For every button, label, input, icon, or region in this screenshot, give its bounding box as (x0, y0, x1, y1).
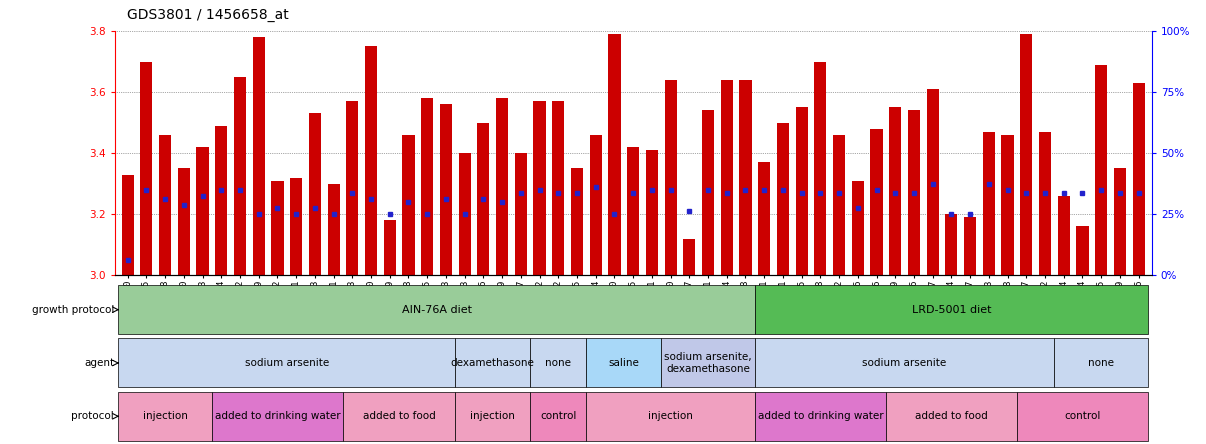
Bar (328, 184, 340, 275)
Bar (118, 338, 456, 388)
Bar (1017, 392, 1148, 441)
Bar (1054, 338, 1148, 388)
Text: injection: injection (470, 411, 515, 421)
Bar (983, 132, 995, 275)
Text: dexamethasone: dexamethasone (451, 358, 534, 368)
Bar (755, 338, 1054, 388)
Bar (291, 178, 303, 275)
Bar (122, 174, 134, 275)
Bar (926, 89, 938, 275)
Bar (586, 392, 755, 441)
Bar (1077, 226, 1089, 275)
Bar (421, 98, 433, 275)
Text: LRD-5001 diet: LRD-5001 diet (912, 305, 991, 315)
Bar (515, 153, 527, 275)
Bar (627, 147, 639, 275)
Bar (645, 150, 658, 275)
Bar (661, 338, 755, 388)
Text: growth protocol: growth protocol (31, 305, 115, 315)
Bar (1020, 34, 1032, 275)
Bar (586, 338, 661, 388)
Text: sodium arsenite: sodium arsenite (862, 358, 947, 368)
Bar (252, 37, 265, 275)
Bar (590, 135, 602, 275)
Text: control: control (540, 411, 576, 421)
Bar (458, 153, 470, 275)
Bar (531, 338, 586, 388)
Bar (212, 392, 343, 441)
Bar (665, 80, 677, 275)
Bar (118, 392, 212, 441)
Text: AIN-76A diet: AIN-76A diet (402, 305, 472, 315)
Text: sodium arsenite,
dexamethasone: sodium arsenite, dexamethasone (665, 352, 751, 374)
Bar (271, 181, 283, 275)
Bar (739, 80, 751, 275)
Bar (343, 392, 456, 441)
Bar (570, 168, 582, 275)
Bar (197, 147, 209, 275)
Bar (140, 62, 152, 275)
Text: added to drinking water: added to drinking water (757, 411, 883, 421)
Bar (1095, 65, 1107, 275)
Bar (365, 46, 377, 275)
Bar (833, 135, 845, 275)
Text: none: none (1088, 358, 1114, 368)
Bar (777, 123, 789, 275)
Bar (440, 104, 452, 275)
Bar (531, 392, 586, 441)
Text: none: none (545, 358, 572, 368)
Bar (533, 101, 545, 275)
Text: sodium arsenite: sodium arsenite (245, 358, 329, 368)
Text: injection: injection (142, 411, 188, 421)
Bar (496, 98, 508, 275)
Bar (796, 107, 808, 275)
Bar (159, 135, 171, 275)
Text: control: control (1064, 411, 1101, 421)
Bar (851, 181, 863, 275)
Text: added to food: added to food (915, 411, 988, 421)
Bar (456, 338, 531, 388)
Bar (871, 129, 883, 275)
Bar (215, 126, 228, 275)
Bar (1001, 135, 1014, 275)
Bar (552, 101, 564, 275)
Bar (309, 114, 321, 275)
Bar (759, 163, 771, 275)
Bar (384, 220, 396, 275)
Bar (177, 168, 189, 275)
Bar (608, 34, 621, 275)
Bar (814, 62, 826, 275)
Bar (478, 123, 490, 275)
Bar (1114, 168, 1126, 275)
Bar (1058, 196, 1070, 275)
Bar (684, 238, 696, 275)
Bar (755, 392, 886, 441)
Bar (702, 111, 714, 275)
Bar (889, 107, 901, 275)
Text: added to food: added to food (363, 411, 435, 421)
Bar (234, 77, 246, 275)
Bar (1132, 83, 1144, 275)
Bar (886, 392, 1017, 441)
Bar (964, 217, 976, 275)
Bar (118, 285, 755, 334)
Text: added to drinking water: added to drinking water (215, 411, 340, 421)
Bar (755, 285, 1148, 334)
Bar (403, 135, 415, 275)
Bar (456, 392, 531, 441)
Text: agent: agent (84, 358, 115, 368)
Bar (946, 214, 958, 275)
Bar (908, 111, 920, 275)
Bar (721, 80, 733, 275)
Text: GDS3801 / 1456658_at: GDS3801 / 1456658_at (127, 8, 288, 22)
Text: saline: saline (608, 358, 639, 368)
Text: protocol: protocol (71, 411, 115, 421)
Bar (346, 101, 358, 275)
Text: injection: injection (648, 411, 693, 421)
Bar (1038, 132, 1052, 275)
